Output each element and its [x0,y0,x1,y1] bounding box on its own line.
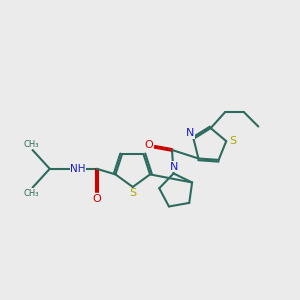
Text: S: S [229,136,236,146]
Text: NH: NH [70,164,86,174]
Text: O: O [144,140,153,150]
Text: N: N [169,162,178,172]
Text: CH₃: CH₃ [23,189,39,198]
Text: S: S [129,188,136,198]
Text: O: O [92,194,101,204]
Text: CH₃: CH₃ [23,140,39,149]
Text: N: N [186,128,194,138]
